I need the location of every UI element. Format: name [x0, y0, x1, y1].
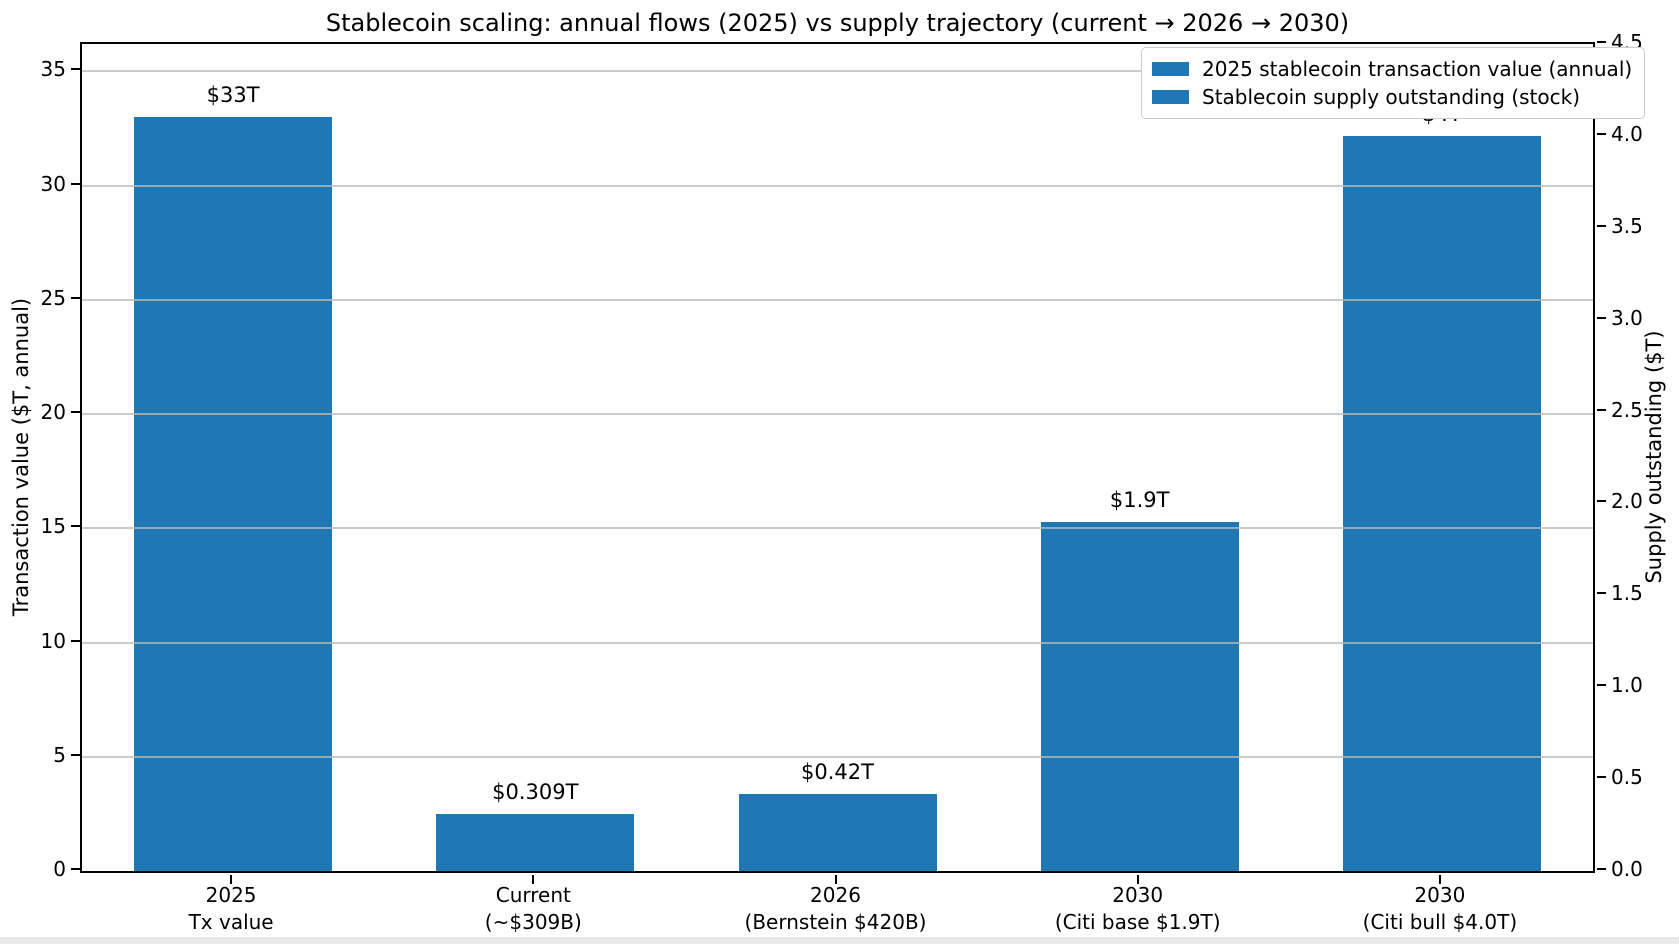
y-tick-label-right: 3.5 [1611, 213, 1643, 238]
gridline [82, 298, 1593, 301]
y-tick-label-right: 1.5 [1611, 581, 1643, 606]
y-tick-mark-left [71, 868, 80, 870]
y-tick-mark-right [1597, 868, 1606, 870]
y-tick-label-right: 4.0 [1611, 121, 1643, 146]
y-tick-mark-right [1597, 132, 1606, 135]
y-tick-mark-left [71, 296, 80, 299]
gridline [82, 413, 1593, 416]
bar-value-label: $0.42T [801, 759, 874, 784]
bar [738, 793, 937, 871]
x-tick-mark [1438, 875, 1441, 884]
y-tick-label-right: 0.5 [1611, 765, 1643, 790]
y-tick-mark-right [1597, 500, 1606, 503]
y-tick-label-right: 1.0 [1611, 673, 1643, 698]
y-tick-mark-right [1597, 41, 1606, 43]
chart-title: Stablecoin scaling: annual flows (2025) … [325, 9, 1350, 37]
x-tick-label: 2030 (Citi bull $4.0T) [1362, 883, 1518, 934]
y-tick-mark-left [71, 68, 80, 71]
right-axis-label: Supply outstanding ($T) [1642, 330, 1666, 584]
y-tick-mark-right [1597, 592, 1606, 595]
y-tick-label-left: 25 [40, 285, 66, 310]
legend-swatch [1152, 90, 1189, 104]
legend-entry: Stablecoin supply outstanding (stock) [1152, 83, 1632, 111]
x-tick-mark [532, 875, 535, 884]
y-tick-mark-left [71, 182, 80, 185]
bar-value-label: $0.309T [492, 780, 579, 805]
y-tick-label-left: 15 [40, 514, 66, 539]
y-tick-label-right: 3.0 [1611, 305, 1643, 330]
x-tick-mark [1136, 875, 1139, 884]
y-tick-label-right: 0.0 [1611, 857, 1643, 881]
bar [1040, 521, 1239, 871]
bar [436, 814, 635, 871]
gridline [82, 527, 1593, 530]
y-tick-label-left: 20 [40, 400, 66, 425]
plot-inner: $33T$0.309T$0.42T$1.9T$4T [82, 44, 1593, 871]
bar-value-label: $1.9T [1109, 487, 1170, 512]
bar [1342, 135, 1541, 871]
x-tick-label: 2030 (Citi base $1.9T) [1054, 883, 1221, 934]
y-tick-mark-right [1597, 224, 1606, 227]
y-tick-label-left: 5 [53, 742, 66, 767]
y-tick-label-left: 0 [53, 857, 66, 881]
gridline [82, 184, 1593, 187]
y-tick-label-left: 35 [40, 57, 66, 82]
bar-value-label: $33T [206, 83, 260, 108]
y-tick-label-left: 10 [40, 628, 66, 653]
x-tick-mark [834, 875, 837, 884]
y-tick-mark-right [1597, 776, 1606, 779]
x-tick-label: 2026 (Bernstein $420B) [744, 883, 927, 934]
y-tick-mark-right [1597, 316, 1606, 319]
left-axis-label: Transaction value ($T, annual) [9, 297, 33, 617]
y-tick-mark-right [1597, 684, 1606, 687]
legend-label: Stablecoin supply outstanding (stock) [1202, 85, 1581, 109]
legend-label: 2025 stablecoin transaction value (annua… [1202, 57, 1633, 81]
legend: 2025 stablecoin transaction value (annua… [1141, 47, 1646, 119]
y-tick-label-right: 2.5 [1611, 397, 1643, 422]
plot-area: $33T$0.309T$0.42T$1.9T$4T [80, 42, 1595, 873]
x-tick-mark [230, 875, 233, 884]
y-tick-mark-left [71, 753, 80, 756]
gridline [82, 755, 1593, 758]
legend-swatch [1152, 62, 1189, 76]
bottom-edge-strip [0, 937, 1679, 944]
x-tick-label: 2025 Tx value [188, 883, 274, 934]
y-tick-mark-left [71, 411, 80, 414]
gridline [82, 641, 1593, 644]
y-tick-label-left: 30 [40, 171, 66, 196]
y-tick-mark-right [1597, 408, 1606, 411]
bar [134, 117, 333, 871]
x-tick-label: Current (~$309B) [484, 883, 582, 934]
gridline [82, 70, 1593, 73]
y-tick-mark-left [71, 525, 80, 528]
y-tick-label-right: 2.0 [1611, 489, 1643, 514]
y-tick-mark-left [71, 639, 80, 642]
legend-entry: 2025 stablecoin transaction value (annua… [1152, 55, 1632, 83]
